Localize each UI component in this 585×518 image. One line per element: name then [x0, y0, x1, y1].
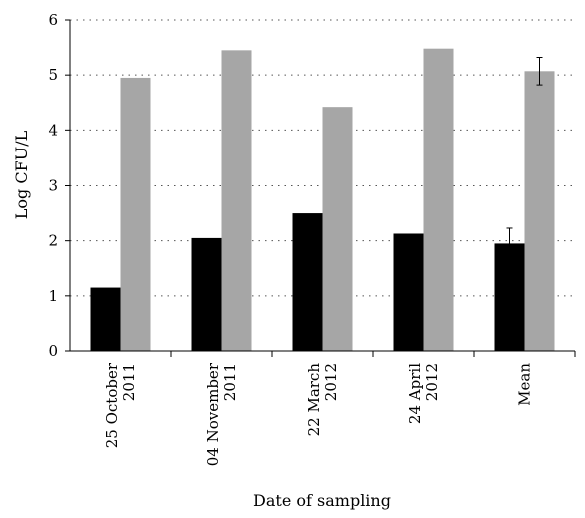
x-category-labels: 25 October 2011 04 November 2011 22 March 201… — [103, 351, 576, 466]
bars — [90, 48, 555, 352]
x-category-label: 2011 — [120, 363, 138, 401]
bar — [393, 233, 424, 351]
bar — [524, 71, 555, 352]
y-tick-label: 6 — [48, 11, 58, 29]
y-axis-title: Log CFU/L — [12, 130, 31, 219]
x-category-label: 25 October — [103, 362, 121, 448]
y-tick-label: 5 — [48, 66, 58, 84]
bar — [494, 243, 525, 351]
x-category-label: 24 April — [406, 363, 424, 424]
x-category-label: 22 March — [305, 363, 323, 437]
bar — [292, 213, 323, 351]
y-tick-label: 0 — [48, 342, 58, 360]
bar — [120, 77, 151, 352]
bar — [90, 287, 121, 351]
x-category-label: Mean — [516, 363, 534, 406]
y-tick-label: 3 — [48, 177, 58, 195]
bar — [191, 237, 222, 351]
x-category-label: 2012 — [322, 363, 340, 401]
bar — [221, 50, 252, 351]
y-tick-label: 2 — [48, 232, 58, 250]
x-category-label: 2012 — [423, 363, 441, 401]
x-category-label: 2011 — [221, 363, 239, 401]
x-axis-title: Date of sampling — [253, 491, 391, 510]
y-ticks: 0 1 2 3 4 5 6 — [48, 11, 70, 360]
bar — [322, 107, 353, 351]
x-category-label: 04 November — [204, 362, 222, 466]
y-tick-label: 1 — [48, 287, 58, 305]
error-bars — [506, 57, 543, 260]
y-tick-label: 4 — [48, 121, 58, 139]
bar — [423, 48, 454, 351]
